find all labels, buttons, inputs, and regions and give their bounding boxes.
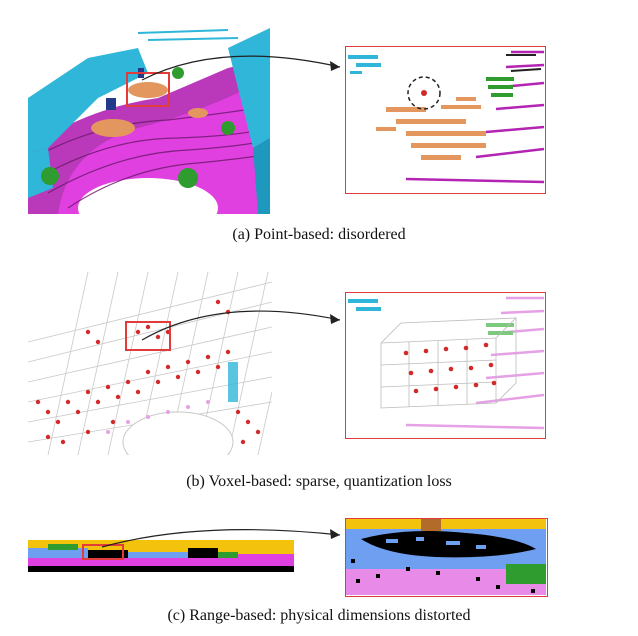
range-image-c (28, 540, 294, 572)
voxel-scene-b (28, 272, 272, 455)
zoom-panel-c (345, 518, 548, 597)
zoom-panel-a (345, 46, 546, 194)
dashed-circle-icon (407, 76, 441, 110)
point-cloud-scene-a (28, 28, 270, 214)
zoom-arrow-c (101, 529, 341, 548)
highlight-box-c (82, 544, 124, 560)
highlight-box-b (125, 321, 171, 351)
highlight-box-a (126, 72, 170, 107)
caption-c: (c) Range-based: physical dimensions dis… (167, 607, 471, 624)
zoom-panel-b (345, 292, 546, 439)
zoom-arrow-a (141, 55, 341, 81)
caption-a: (a) Point-based: disordered (232, 226, 406, 243)
zoom-arrow-b (141, 310, 341, 341)
caption-b: (b) Voxel-based: sparse, quantization lo… (186, 473, 452, 490)
